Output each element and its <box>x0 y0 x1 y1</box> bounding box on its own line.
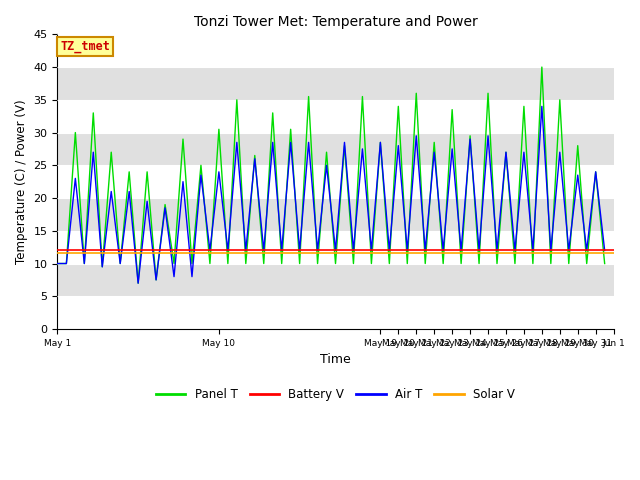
Legend: Panel T, Battery V, Air T, Solar V: Panel T, Battery V, Air T, Solar V <box>151 383 520 406</box>
Bar <box>58 296 614 329</box>
Title: Tonzi Tower Met: Temperature and Power: Tonzi Tower Met: Temperature and Power <box>194 15 477 29</box>
Y-axis label: Temperature (C) / Power (V): Temperature (C) / Power (V) <box>15 99 28 264</box>
Bar <box>58 132 614 165</box>
Bar <box>58 264 614 296</box>
Text: TZ_tmet: TZ_tmet <box>60 40 110 53</box>
Bar <box>58 67 614 100</box>
Bar <box>58 165 614 198</box>
Bar <box>58 100 614 132</box>
Bar <box>58 198 614 231</box>
X-axis label: Time: Time <box>320 353 351 366</box>
Bar <box>58 35 614 67</box>
Bar <box>58 231 614 264</box>
